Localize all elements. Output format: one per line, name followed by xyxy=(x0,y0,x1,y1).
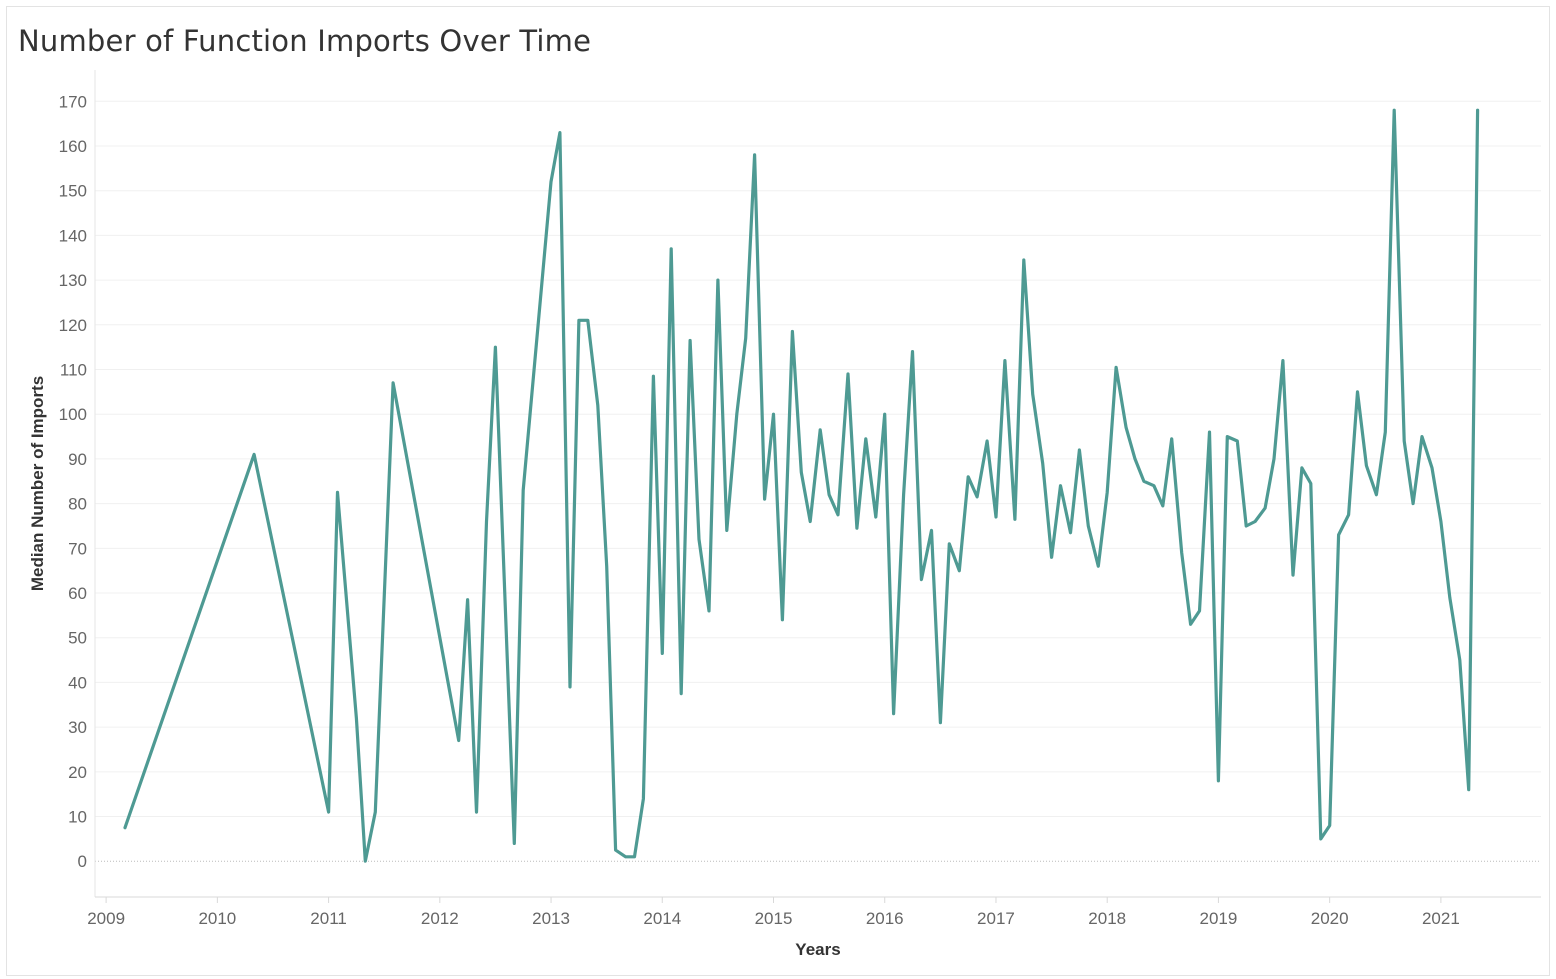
x-tick-label: 2016 xyxy=(866,909,904,928)
y-tick-label: 100 xyxy=(59,405,87,424)
y-tick-label: 50 xyxy=(68,629,87,648)
x-tick-label: 2021 xyxy=(1422,909,1460,928)
y-tick-label: 120 xyxy=(59,316,87,335)
x-tick-label: 2018 xyxy=(1088,909,1126,928)
x-tick-label: 2013 xyxy=(532,909,570,928)
y-tick-label: 110 xyxy=(60,361,87,380)
x-tick-label: 2010 xyxy=(198,909,236,928)
y-tick-label: 60 xyxy=(68,584,87,603)
y-tick-label: 30 xyxy=(68,718,87,737)
y-tick-label: 40 xyxy=(68,673,87,692)
y-axis-title: Median Number of Imports xyxy=(28,376,47,591)
chart-title: Number of Function Imports Over Time xyxy=(18,24,592,58)
x-tick-label: 2020 xyxy=(1311,909,1349,928)
y-tick-label: 170 xyxy=(59,92,87,111)
y-tick-label: 10 xyxy=(68,808,87,827)
y-axis-ticks: 0 10 20 30 40 50 60 70 80 90 100 110 120 130 140 150 160… xyxy=(59,92,87,871)
x-axis-ticks: 2009 2010 2011 2012 2013 2014 2015 2016 2017 2018… xyxy=(87,897,1460,928)
x-tick-label: 2015 xyxy=(755,909,793,928)
x-tick-label: 2019 xyxy=(1200,909,1238,928)
y-tick-label: 80 xyxy=(68,495,87,514)
y-tick-label: 140 xyxy=(59,226,87,245)
y-tick-label: 90 xyxy=(68,450,87,469)
y-tick-label: 20 xyxy=(68,763,87,782)
gridlines xyxy=(95,100,1541,862)
x-tick-label: 2011 xyxy=(310,909,347,928)
axes xyxy=(94,70,1541,898)
x-tick-label: 2009 xyxy=(87,909,125,928)
y-tick-label: 130 xyxy=(59,271,87,290)
y-tick-label: 150 xyxy=(59,182,87,201)
y-tick-label: 70 xyxy=(68,539,87,558)
series-group xyxy=(123,108,1480,863)
y-tick-label: 0 xyxy=(78,852,87,871)
y-tick-label: 160 xyxy=(59,137,87,156)
x-axis-title: Years xyxy=(795,940,840,959)
x-tick-label: 2017 xyxy=(977,909,1015,928)
x-tick-label: 2012 xyxy=(421,909,459,928)
series-line-0 xyxy=(123,108,1480,863)
x-tick-label: 2014 xyxy=(643,909,681,928)
